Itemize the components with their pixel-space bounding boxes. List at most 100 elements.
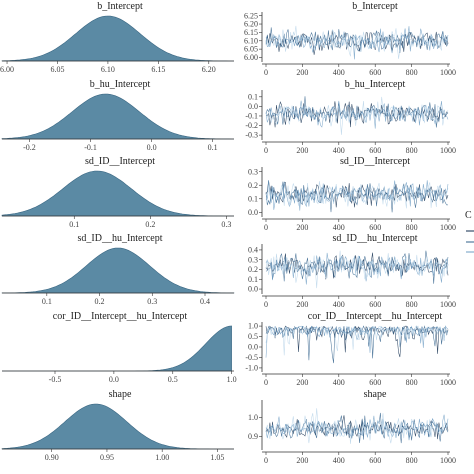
y-tick-label: -1.0 bbox=[245, 364, 258, 373]
x-tick-label: 400 bbox=[333, 146, 345, 155]
x-tick-label: 800 bbox=[406, 146, 418, 155]
panel-title: b_hu_Intercept bbox=[345, 79, 406, 90]
x-tick-label: 0 bbox=[264, 378, 268, 387]
panel-title: b_hu_Intercept bbox=[90, 79, 151, 90]
x-tick-label: 800 bbox=[406, 223, 418, 232]
x-tick-label: 0 bbox=[264, 223, 268, 232]
y-tick-label: 6.15 bbox=[244, 28, 258, 37]
density-panel: b_hu_Intercept -0.2 -0.1 0.0 0.1 bbox=[1, 79, 234, 152]
x-tick-label: 200 bbox=[296, 378, 308, 387]
y-tick-label: -0.5 bbox=[245, 353, 258, 362]
trace-panel: b_hu_Intercept -0.3-0.2-0.10.00.1 0 200 400 6… bbox=[245, 79, 456, 155]
y-tick-label: 0.1 bbox=[248, 275, 258, 284]
y-tick-label: -0.1 bbox=[245, 112, 258, 121]
panel-title: sd_ID__hu_Intercept bbox=[78, 233, 163, 244]
x-tick-label: 200 bbox=[296, 68, 308, 77]
x-tick-label: 1000 bbox=[440, 223, 456, 232]
y-tick-label: 0.9 bbox=[248, 432, 258, 441]
x-tick-label: 400 bbox=[333, 223, 345, 232]
x-tick-label: 0.4 bbox=[200, 297, 210, 306]
chain-trace-line bbox=[265, 408, 449, 444]
x-tick-label: 600 bbox=[369, 146, 381, 155]
x-tick-label: 600 bbox=[369, 456, 381, 465]
density-area bbox=[1, 93, 234, 140]
y-tick-label: 6.10 bbox=[244, 36, 258, 45]
x-tick-label: 6.00 bbox=[0, 65, 14, 74]
trace-panel: b_Intercept 6.006.056.106.156.206.25 0 200 4… bbox=[244, 1, 456, 77]
x-tick-label: 0.2 bbox=[95, 297, 105, 306]
x-tick-label: 0 bbox=[264, 68, 268, 77]
x-tick-label: 1000 bbox=[440, 68, 456, 77]
x-tick-label: 1.00 bbox=[155, 453, 169, 462]
density-area bbox=[1, 15, 234, 62]
x-tick-label: 400 bbox=[333, 68, 345, 77]
x-tick-label: 0.3 bbox=[221, 220, 231, 229]
chain-trace-line bbox=[265, 325, 449, 356]
density-panel: shape 0.90 0.95 1.00 1.05 bbox=[1, 389, 234, 462]
x-tick-label: -0.2 bbox=[23, 143, 36, 152]
x-tick-label: 800 bbox=[406, 68, 418, 77]
x-tick-label: 600 bbox=[369, 300, 381, 309]
x-tick-label: 0.1 bbox=[69, 220, 79, 229]
y-tick-label: 0.5 bbox=[248, 332, 258, 341]
chain-trace-line bbox=[265, 250, 449, 289]
y-tick-label: 0.3 bbox=[248, 255, 258, 264]
trace-panel: sd_ID__hu_Intercept 0.00.10.20.30.4 0 200 40… bbox=[248, 233, 456, 309]
x-tick-label: 1.05 bbox=[210, 453, 224, 462]
x-tick-label: 0.5 bbox=[168, 375, 178, 384]
y-tick-label: 0.2 bbox=[248, 181, 258, 190]
x-tick-label: 200 bbox=[296, 456, 308, 465]
x-tick-label: 6.05 bbox=[50, 65, 64, 74]
x-tick-label: 1000 bbox=[440, 456, 456, 465]
panel-title: cor_ID__Intercept__hu_Intercept bbox=[308, 311, 443, 322]
chain-trace-line bbox=[265, 96, 449, 135]
chain-trace-line bbox=[265, 252, 449, 285]
density-panel: cor_ID__Intercept__hu_Intercept -0.5 0.0 0.… bbox=[2, 311, 237, 384]
y-tick-label: 0.3 bbox=[248, 167, 258, 176]
panel-title: sd_ID__hu_Intercept bbox=[333, 233, 418, 244]
x-tick-label: 200 bbox=[296, 223, 308, 232]
y-tick-label: 0.0 bbox=[248, 208, 258, 217]
y-tick-label: -0.3 bbox=[245, 131, 258, 140]
y-tick-label: 6.05 bbox=[244, 45, 258, 54]
x-tick-label: 1000 bbox=[440, 378, 456, 387]
chain-trace-line bbox=[265, 100, 449, 129]
y-tick-label: 0.1 bbox=[248, 92, 258, 101]
x-tick-label: 600 bbox=[369, 378, 381, 387]
density-panel: sd_ID__Intercept 0.1 0.2 0.3 bbox=[1, 156, 234, 229]
density-area bbox=[1, 247, 235, 294]
x-tick-label: 0 bbox=[264, 146, 268, 155]
y-tick-label: 6.25 bbox=[244, 11, 258, 20]
x-tick-label: 0.3 bbox=[147, 297, 157, 306]
trace-panel: sd_ID__Intercept 0.0 0.1 0.2 0.3 0 200 400 600 80… bbox=[248, 156, 456, 232]
x-tick-label: 0.1 bbox=[208, 143, 218, 152]
x-tick-label: 800 bbox=[406, 378, 418, 387]
x-tick-label: 0 bbox=[264, 300, 268, 309]
y-tick-label: 6.20 bbox=[244, 20, 258, 29]
x-tick-label: 6.15 bbox=[151, 65, 165, 74]
x-tick-label: 0.0 bbox=[109, 375, 119, 384]
legend-title-fragment: C bbox=[465, 210, 472, 221]
y-tick-label: 1.0 bbox=[248, 322, 258, 331]
x-tick-label: 200 bbox=[296, 146, 308, 155]
x-tick-label: 6.10 bbox=[101, 65, 115, 74]
x-tick-label: 0.1 bbox=[42, 297, 52, 306]
y-tick-label: 6.00 bbox=[244, 53, 258, 62]
x-tick-label: 6.20 bbox=[202, 65, 216, 74]
x-tick-label: 400 bbox=[333, 378, 345, 387]
chain-trace-line bbox=[265, 25, 449, 59]
chain-trace-line bbox=[265, 26, 449, 60]
x-tick-label: 600 bbox=[369, 223, 381, 232]
chain-trace-line bbox=[265, 181, 449, 209]
panel-title: b_Intercept bbox=[97, 1, 143, 12]
panel-title: cor_ID__Intercept__hu_Intercept bbox=[53, 311, 188, 322]
x-tick-label: 1.0 bbox=[227, 375, 237, 384]
x-tick-label: 0.0 bbox=[147, 143, 157, 152]
x-tick-label: 800 bbox=[406, 456, 418, 465]
trace-panel: shape 0.9 1.0 0 200 400 600 800 1000 bbox=[248, 389, 456, 465]
y-tick-label: -0.2 bbox=[245, 121, 258, 130]
y-tick-label: 0.4 bbox=[248, 246, 258, 255]
x-tick-label: 0.2 bbox=[145, 220, 155, 229]
x-tick-label: 0 bbox=[264, 456, 268, 465]
x-tick-label: 400 bbox=[333, 456, 345, 465]
